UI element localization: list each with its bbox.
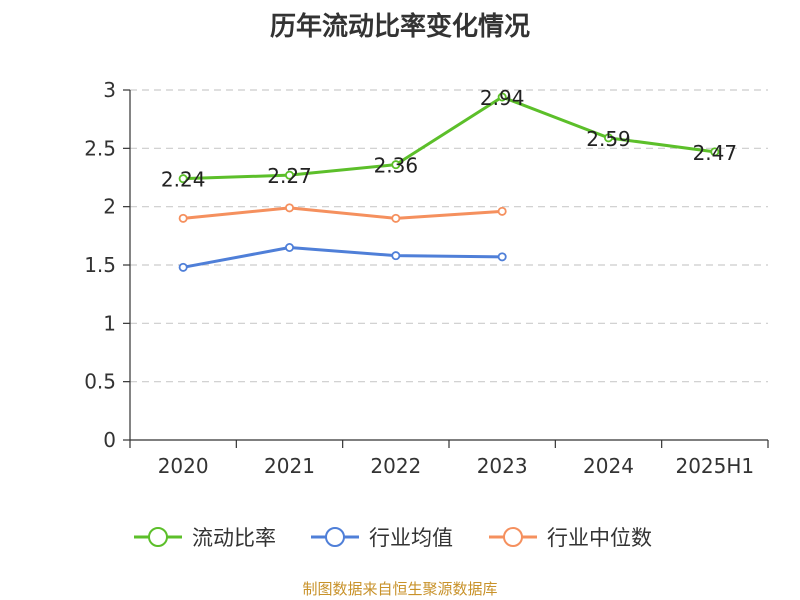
legend-swatch-marker <box>325 527 345 547</box>
data-point <box>391 213 401 223</box>
grid-lines <box>130 89 768 383</box>
y-tick-label: 0.5 <box>84 370 116 394</box>
data-point <box>284 203 294 213</box>
data-labels: 2.24 2.27 2.36 2.94 2.59 2.47 <box>161 86 737 192</box>
data-point <box>497 92 507 102</box>
legend-item: 行业中位数 <box>489 526 652 550</box>
data-point <box>178 174 188 184</box>
legend-label: 行业中位数 <box>547 526 652 550</box>
data-point <box>178 213 188 223</box>
y-tick-label: 0 <box>103 428 116 452</box>
series-line-0 <box>183 95 716 181</box>
series-lines <box>178 92 720 272</box>
legend-label: 流动比率 <box>192 526 276 550</box>
x-tick-label: 2024 <box>583 454 634 478</box>
legend-label: 行业均值 <box>369 526 453 550</box>
x-tick-label: 2020 <box>158 454 209 478</box>
data-point <box>391 251 401 261</box>
data-label: 2.94 <box>480 86 525 110</box>
data-label: 2.36 <box>374 154 419 178</box>
data-label: 2.59 <box>586 127 631 151</box>
data-label: 2.27 <box>267 164 312 188</box>
x-tick-label: 2022 <box>370 454 421 478</box>
series-line-2 <box>183 206 503 220</box>
legend-swatch-marker <box>503 527 523 547</box>
x-tick-label: 2021 <box>264 454 315 478</box>
data-point <box>604 133 614 143</box>
y-tick-label: 1.5 <box>84 253 116 277</box>
series-line-1 <box>182 246 503 269</box>
data-point <box>284 242 294 252</box>
y-tick-label: 2 <box>103 195 116 219</box>
x-tick-label: 2023 <box>477 454 528 478</box>
data-point <box>284 170 294 180</box>
y-tick-label: 2.5 <box>84 136 116 160</box>
data-point <box>391 160 401 170</box>
legend-item: 流动比率 <box>134 526 276 550</box>
chart-title: 历年流动比率变化情况 <box>269 12 530 42</box>
legend-item: 行业均值 <box>311 526 453 550</box>
data-label: 2.24 <box>161 168 206 192</box>
legend-swatch-marker <box>148 527 168 547</box>
y-tick-label: 1 <box>103 311 116 335</box>
data-point <box>710 147 720 157</box>
data-point <box>497 206 507 216</box>
x-tick-label: 2025H1 <box>675 454 754 478</box>
source-footer: 制图数据来自恒生聚源数据库 <box>302 580 498 598</box>
axes: 0 0.5 1 1.5 2 2.5 3 2020 2021 2022 2023 2024 2025H1 <box>84 78 769 478</box>
data-label: 2.47 <box>693 141 738 165</box>
y-tick-label: 3 <box>103 78 116 102</box>
legend: 流动比率 行业均值 行业中位数 <box>134 526 652 550</box>
data-point <box>497 252 507 262</box>
data-point <box>178 262 188 272</box>
